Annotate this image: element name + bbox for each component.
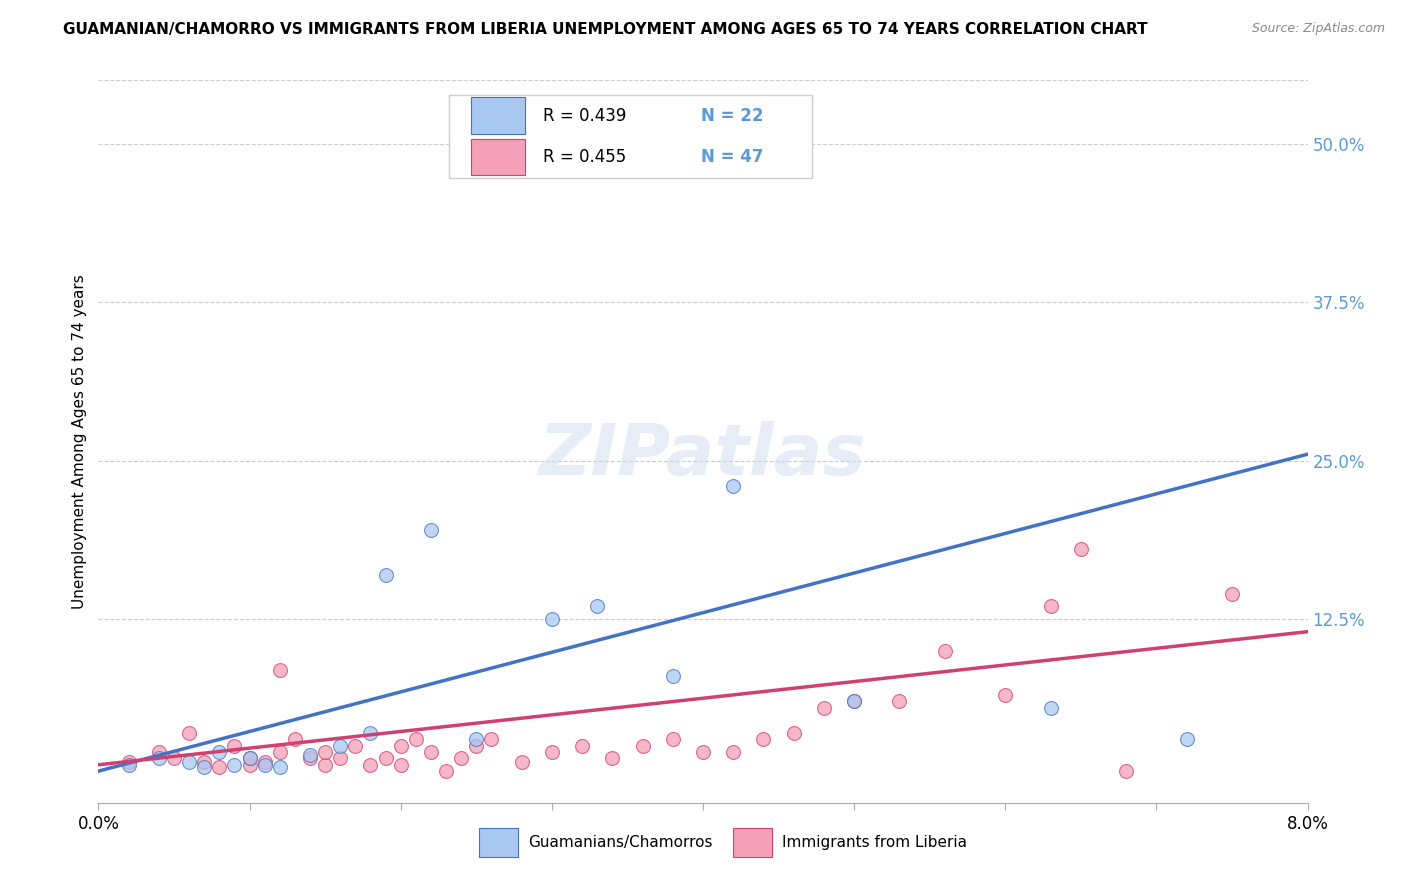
Point bbox=[179, 756, 201, 770]
Point bbox=[661, 732, 683, 747]
Point bbox=[752, 732, 775, 747]
Point bbox=[586, 599, 609, 614]
Point bbox=[571, 739, 593, 753]
Y-axis label: Unemployment Among Ages 65 to 74 years: Unemployment Among Ages 65 to 74 years bbox=[72, 274, 87, 609]
Point bbox=[389, 757, 412, 772]
Point bbox=[481, 732, 503, 747]
Point bbox=[360, 757, 382, 772]
Point bbox=[329, 739, 352, 753]
Text: R = 0.455: R = 0.455 bbox=[543, 148, 627, 166]
Point bbox=[118, 757, 141, 772]
Point bbox=[253, 757, 276, 772]
Point bbox=[1070, 542, 1092, 557]
Point bbox=[405, 732, 427, 747]
Point bbox=[360, 726, 382, 740]
Point bbox=[314, 757, 336, 772]
Point bbox=[253, 756, 276, 770]
FancyBboxPatch shape bbox=[471, 139, 526, 175]
Point bbox=[420, 523, 443, 537]
Text: N = 47: N = 47 bbox=[700, 148, 763, 166]
Point bbox=[148, 751, 170, 765]
Point bbox=[163, 751, 186, 765]
Point bbox=[1115, 764, 1137, 778]
Point bbox=[329, 751, 352, 765]
Point bbox=[193, 756, 215, 770]
Point bbox=[420, 745, 443, 759]
Point bbox=[994, 688, 1017, 702]
Text: Guamanians/Chamorros: Guamanians/Chamorros bbox=[527, 835, 713, 850]
Point bbox=[631, 739, 654, 753]
Point bbox=[465, 732, 488, 747]
Point bbox=[179, 726, 201, 740]
Point bbox=[118, 756, 141, 770]
Point bbox=[269, 745, 291, 759]
Point bbox=[148, 745, 170, 759]
Text: Source: ZipAtlas.com: Source: ZipAtlas.com bbox=[1251, 22, 1385, 36]
Point bbox=[692, 745, 714, 759]
Point bbox=[540, 612, 562, 626]
Point bbox=[450, 751, 472, 765]
Point bbox=[723, 479, 745, 493]
Point bbox=[269, 663, 291, 677]
Point bbox=[434, 764, 457, 778]
FancyBboxPatch shape bbox=[449, 95, 811, 178]
Point bbox=[934, 643, 956, 657]
Point bbox=[239, 751, 262, 765]
Point bbox=[239, 757, 262, 772]
Point bbox=[783, 726, 806, 740]
Point bbox=[208, 745, 231, 759]
Text: GUAMANIAN/CHAMORRO VS IMMIGRANTS FROM LIBERIA UNEMPLOYMENT AMONG AGES 65 TO 74 Y: GUAMANIAN/CHAMORRO VS IMMIGRANTS FROM LI… bbox=[63, 22, 1147, 37]
Point bbox=[314, 745, 336, 759]
Text: R = 0.439: R = 0.439 bbox=[543, 106, 627, 125]
Point bbox=[269, 760, 291, 774]
Point bbox=[510, 756, 533, 770]
Point bbox=[844, 694, 866, 708]
FancyBboxPatch shape bbox=[471, 97, 526, 134]
Point bbox=[389, 739, 412, 753]
Point bbox=[723, 745, 745, 759]
Point bbox=[889, 694, 911, 708]
Point bbox=[344, 739, 367, 753]
Point bbox=[374, 751, 396, 765]
Point bbox=[465, 739, 488, 753]
Point bbox=[224, 739, 246, 753]
Text: ZIPatlas: ZIPatlas bbox=[540, 422, 866, 491]
FancyBboxPatch shape bbox=[479, 828, 517, 857]
Point bbox=[299, 747, 322, 762]
Point bbox=[224, 757, 246, 772]
Point bbox=[374, 567, 396, 582]
Point bbox=[661, 669, 683, 683]
Point bbox=[540, 745, 562, 759]
Point bbox=[1220, 587, 1243, 601]
Text: Immigrants from Liberia: Immigrants from Liberia bbox=[782, 835, 966, 850]
Point bbox=[1175, 732, 1198, 747]
Point bbox=[602, 751, 624, 765]
Point bbox=[1039, 599, 1062, 614]
Point bbox=[844, 694, 866, 708]
Text: N = 22: N = 22 bbox=[700, 106, 763, 125]
Point bbox=[239, 751, 262, 765]
Point bbox=[193, 760, 215, 774]
Point bbox=[284, 732, 307, 747]
Point bbox=[1039, 700, 1062, 714]
FancyBboxPatch shape bbox=[734, 828, 772, 857]
Point bbox=[813, 700, 835, 714]
Point bbox=[299, 751, 322, 765]
Point bbox=[208, 760, 231, 774]
